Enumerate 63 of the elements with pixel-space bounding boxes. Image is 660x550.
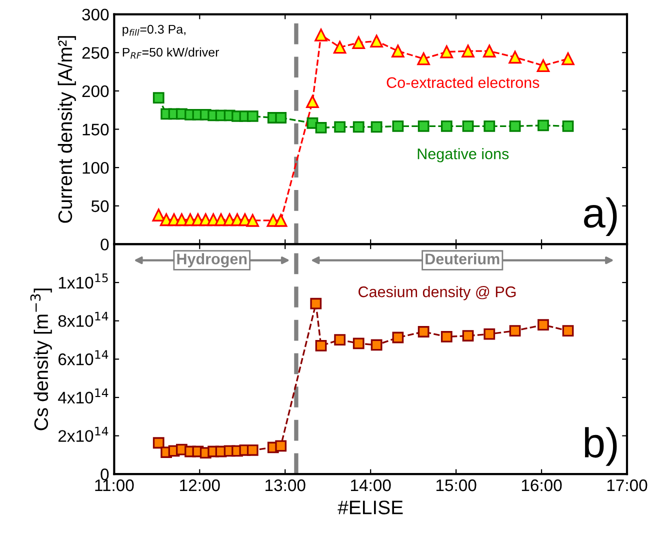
point [152, 92, 164, 104]
point [314, 28, 328, 42]
y-tick-label: 200 [82, 85, 109, 98]
x-tick-label: 11:00 [95, 479, 134, 492]
point [392, 44, 404, 58]
annotation: Hydrogen [177, 253, 247, 268]
point [370, 34, 383, 48]
point [334, 121, 346, 133]
point [462, 44, 474, 58]
y-tick-label: 50 [91, 200, 109, 212]
y-tick-label: 0 [100, 238, 109, 250]
point [440, 120, 452, 132]
y-tick-label: 300 [82, 8, 109, 21]
annotation: a) [584, 197, 617, 236]
y-tick-label: 2x10$^{14}$ [58, 426, 108, 442]
y-tick-label: 100 [82, 162, 109, 174]
x-tick-label: 14:00 [351, 479, 391, 492]
point [306, 95, 319, 108]
point [484, 120, 496, 132]
point [418, 120, 430, 132]
point [562, 52, 574, 66]
y-tick-label: 0 [100, 468, 109, 480]
point [246, 110, 258, 122]
annotation: b) [584, 427, 617, 466]
series-label: Caesium density @ PG [358, 286, 516, 300]
x-tick-label: 16:00 [522, 479, 562, 492]
y-tick-label: 150 [82, 124, 109, 136]
y-axis-title: Cs density [m$^{−3}$] [30, 288, 52, 430]
annotation: P$_{RF}$=50 kW/driver [122, 47, 220, 59]
y-tick-label: 8x10$^{14}$ [58, 312, 108, 327]
y-tick-label: 4x10$^{14}$ [58, 388, 108, 404]
point [509, 120, 521, 132]
point [315, 122, 327, 134]
y-tick-label: 6x10$^{14}$ [58, 350, 108, 366]
point [152, 208, 166, 222]
x-tick-label: 15:00 [436, 479, 476, 492]
x-tick-label: 17:00 [607, 479, 648, 492]
point [536, 59, 550, 72]
x-axis-title: #ELISE [338, 500, 403, 514]
x-tick-label: 12:00 [180, 479, 220, 492]
x-tick-label: 13:00 [266, 479, 306, 492]
point [246, 214, 260, 227]
point [538, 120, 549, 132]
point [352, 36, 366, 50]
y-tick-label: 1x10$^{15}$ [58, 274, 108, 289]
y-axis-title: Current density [A/m²] [58, 36, 76, 223]
annotation: p$_{fill}$=0.3 Pa, [122, 24, 186, 36]
point [508, 50, 522, 64]
point [462, 120, 474, 132]
point [392, 120, 404, 132]
point [562, 120, 574, 132]
point [370, 121, 382, 133]
point [417, 52, 430, 66]
point [275, 112, 287, 124]
series-label: Negative ions [418, 148, 509, 162]
annotation: Deuterium [426, 253, 500, 264]
point [440, 45, 454, 58]
point [352, 121, 364, 133]
point [483, 44, 496, 58]
series-label: Co-extracted electrons [386, 76, 540, 88]
point [333, 40, 346, 54]
point [274, 214, 288, 227]
y-tick-label: 250 [82, 47, 109, 59]
